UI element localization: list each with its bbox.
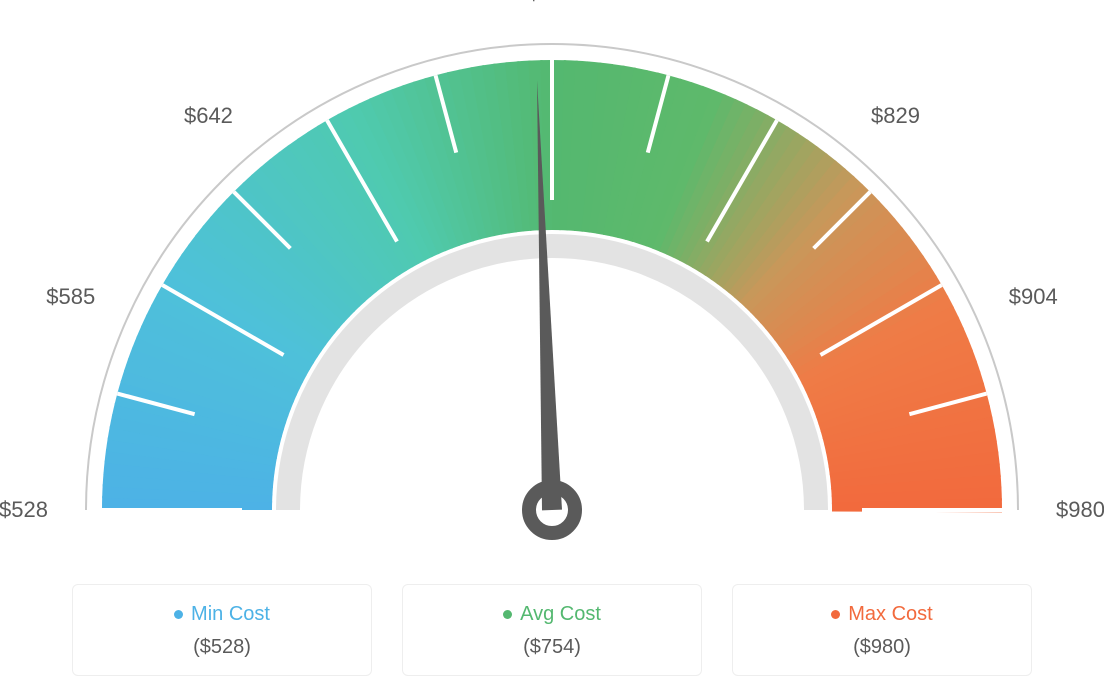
legend-title: Max Cost: [733, 603, 1031, 626]
legend-row: Min Cost ($528) Avg Cost ($754) Max Cost ($98…: [0, 584, 1104, 676]
gauge-tick-label: $904: [1009, 284, 1058, 310]
legend-value: ($528): [73, 636, 371, 659]
legend-title-text: Avg Cost: [520, 603, 601, 625]
legend-title: Avg Cost: [403, 603, 701, 626]
gauge-tick-label: $528: [0, 497, 48, 523]
gauge-tick-label: $980: [1056, 497, 1104, 523]
gauge-tick-label: $585: [46, 284, 95, 310]
legend-dot-icon: [831, 610, 840, 619]
gauge-tick-label: $754: [528, 0, 577, 6]
legend-title-text: Min Cost: [191, 603, 270, 625]
legend-value: ($980): [733, 636, 1031, 659]
legend-box: Avg Cost ($754): [402, 584, 702, 676]
legend-title: Min Cost: [73, 603, 371, 626]
legend-dot-icon: [174, 610, 183, 619]
gauge-chart: $528 $585 $642 $754 $829 $904 $980: [0, 0, 1104, 560]
legend-dot-icon: [503, 610, 512, 619]
legend-box: Max Cost ($980): [732, 584, 1032, 676]
legend-value: ($754): [403, 636, 701, 659]
legend-box: Min Cost ($528): [72, 584, 372, 676]
legend-title-text: Max Cost: [848, 603, 932, 625]
gauge-tick-label: $642: [184, 103, 233, 129]
gauge-svg: [0, 0, 1104, 560]
gauge-tick-label: $829: [871, 103, 920, 129]
